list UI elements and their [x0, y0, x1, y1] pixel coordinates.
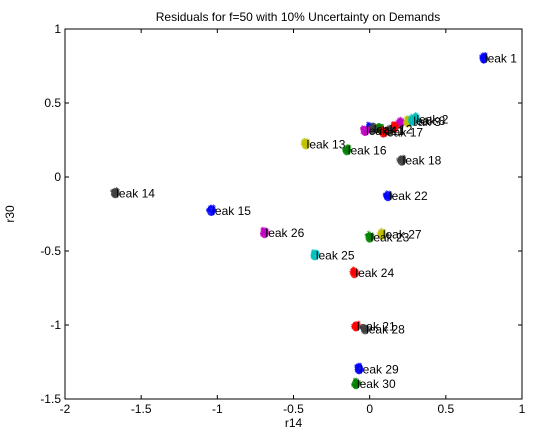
- point-core: [350, 268, 359, 279]
- leak-point: **************************leak 23: [364, 230, 409, 246]
- leak-label: leak 11: [366, 124, 404, 138]
- point-core: [368, 124, 377, 135]
- point-core: [342, 145, 352, 156]
- leak-point: **************************leak 16: [342, 143, 387, 159]
- y-tick-label: -1: [50, 318, 61, 332]
- point-core: [301, 139, 310, 150]
- leak-label: leak 28: [366, 322, 405, 336]
- y-tick-label: 0: [54, 170, 61, 184]
- leak-label: leak 14: [116, 186, 155, 200]
- leak-point: **************************leak 26: [260, 225, 305, 242]
- leak-point: **************************leak 29: [354, 361, 399, 378]
- point-core: [365, 232, 374, 243]
- leak-label: leak 24: [355, 266, 394, 280]
- leak-label: leak 30: [357, 377, 396, 391]
- leak-point: **************************leak 1: [479, 51, 517, 68]
- leak-point: **************************leak 30: [351, 376, 396, 393]
- x-tick-label: -0.5: [283, 402, 304, 416]
- y-axis-label: r30: [3, 205, 17, 223]
- y-tick-label: -1.5: [40, 392, 61, 406]
- point-core: [379, 127, 388, 138]
- plot-area: ****************************************…: [110, 51, 517, 393]
- leak-label: leak 18: [403, 154, 442, 168]
- leak-label: leak 1: [485, 52, 517, 66]
- point-core: [351, 321, 361, 332]
- leak-label: leak 15: [212, 204, 251, 218]
- leak-point: **************************leak 24: [349, 265, 395, 281]
- leak-point: **************************leak 15: [206, 203, 252, 220]
- leak-point: **************************leak 12: [367, 121, 413, 137]
- leak-point: **************************leak 8: [407, 113, 445, 130]
- y-tick-label: 1: [54, 22, 61, 36]
- leak-point: **************************leak 25: [310, 248, 355, 264]
- leak-point: **************************leak 17: [378, 125, 423, 142]
- point-core: [479, 53, 489, 64]
- point-core: [360, 126, 370, 137]
- leak-label: leak 8: [413, 114, 445, 128]
- point-core: [408, 115, 417, 126]
- point-core: [111, 188, 120, 199]
- x-tick-label: 1: [519, 402, 526, 416]
- point-core: [351, 379, 361, 390]
- leak-point: **************************leak 27: [376, 227, 422, 244]
- leak-label: leak 16: [348, 143, 387, 157]
- point-core: [377, 229, 387, 240]
- leak-label: leak 23: [371, 231, 410, 245]
- leak-point: **************************leak 11: [360, 124, 405, 141]
- x-tick-label: 0.5: [437, 402, 454, 416]
- leak-label: leak 22: [389, 189, 428, 203]
- point-core: [207, 206, 216, 217]
- leak-label: leak 27: [383, 228, 422, 242]
- x-tick-label: -2: [60, 402, 71, 416]
- x-axis-label: r14: [285, 416, 303, 430]
- leak-point: **************************leak 14: [110, 186, 155, 203]
- axis-ticks: -2 -1.5 -1 -0.5 0 0.5 1-1.5-1-0.500.51: [40, 22, 525, 416]
- point-core: [310, 250, 320, 261]
- point-core: [260, 228, 269, 239]
- leak-label: leak 3: [409, 115, 441, 129]
- leak-label: leak 26: [266, 226, 305, 240]
- y-tick-label: 0.5: [44, 96, 61, 110]
- leak-label: leak 29: [360, 362, 399, 376]
- leak-label: leak 12: [374, 123, 413, 137]
- x-tick-label: -1.5: [131, 402, 152, 416]
- leak-point: **************************leak 13: [300, 137, 345, 154]
- point-cluster: **************************: [394, 115, 405, 132]
- y-tick-label: -0.5: [40, 244, 61, 258]
- leak-label: leak 2: [416, 112, 448, 126]
- leak-label: leak 17: [384, 126, 423, 140]
- x-tick-label: 0: [366, 402, 373, 416]
- point-core: [360, 324, 370, 335]
- point-core: [354, 364, 364, 375]
- leak-label: leak 13: [307, 137, 346, 151]
- leak-label: leak 25: [316, 248, 355, 262]
- chart-title: Residuals for f=50 with 10% Uncertainty …: [156, 10, 440, 24]
- point-core: [383, 191, 393, 202]
- x-tick-label: -1: [212, 402, 223, 416]
- leak-point: **************************leak 18: [396, 153, 442, 170]
- leak-point: **************************leak 22: [382, 189, 428, 204]
- point-core: [397, 155, 406, 166]
- leak-point: **************************leak 28: [360, 322, 405, 337]
- point-core: [395, 118, 405, 129]
